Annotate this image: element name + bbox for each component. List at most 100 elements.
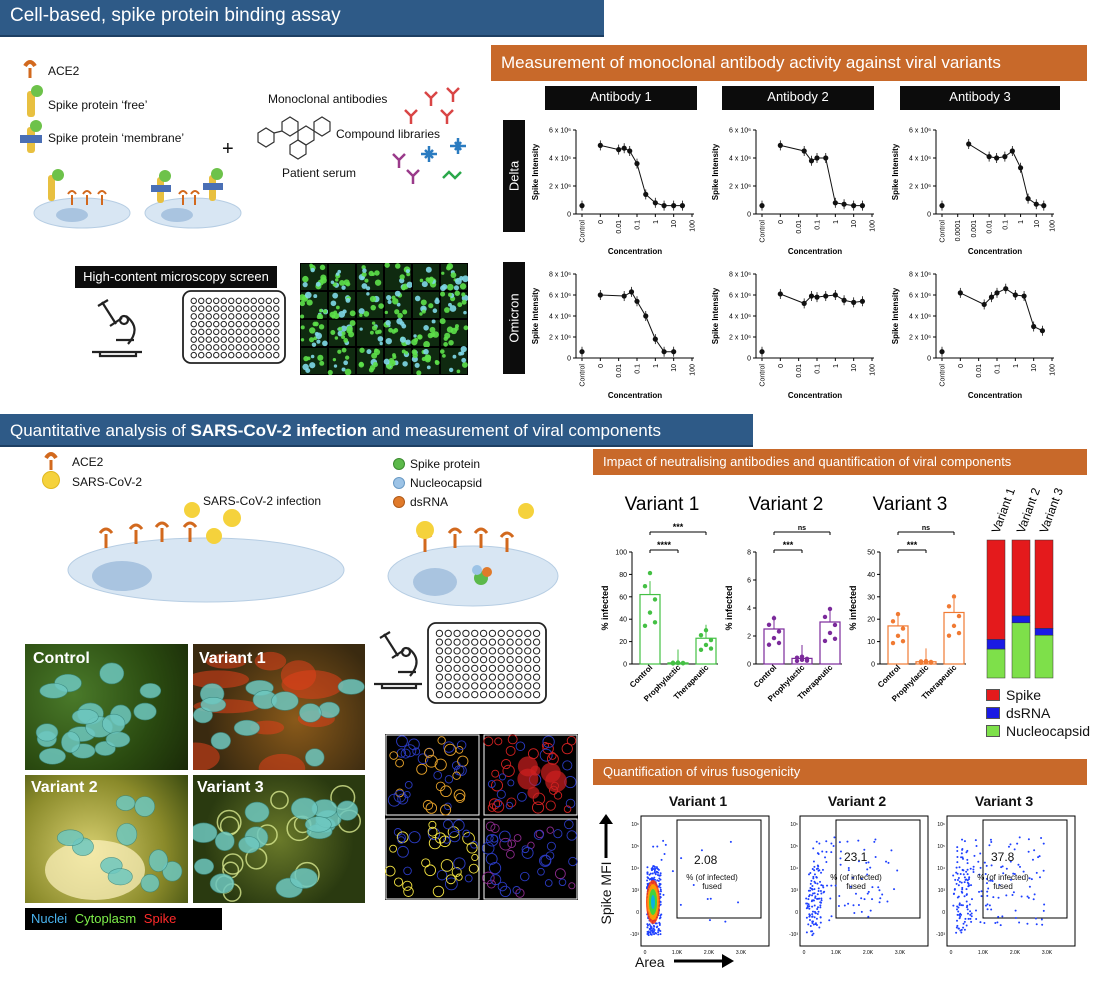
cell-blob — [399, 274, 405, 280]
y-tick-label: 2 x 10⁶ — [549, 335, 571, 342]
plate-well — [220, 351, 227, 359]
event — [812, 899, 815, 902]
flow-plot-variant-1: 0 1.0K 2.0K 3.0K 10⁶ 10⁵ 10⁴ 10³ 0 -10³ — [630, 815, 770, 956]
event — [680, 857, 683, 860]
cell-blob — [461, 292, 466, 297]
plate-well — [532, 655, 541, 664]
segmented-cell — [520, 871, 530, 882]
replicate-point — [799, 657, 805, 663]
segmented-cell — [434, 758, 447, 771]
x-tick-label: 0.01 — [796, 220, 803, 234]
nucleus — [194, 858, 215, 875]
segmented-cell — [412, 747, 421, 756]
segmented-cell — [443, 836, 451, 844]
replicate-point — [804, 658, 810, 663]
plate-well — [243, 328, 250, 336]
chart-title: Variant 3 — [873, 494, 948, 515]
x-tick-label: 0.01 — [987, 220, 994, 234]
cell-blob — [406, 272, 411, 277]
y-axis-label: % infected — [600, 585, 610, 630]
plate-well — [453, 638, 461, 646]
stacked-segment — [1034, 634, 1054, 679]
event — [956, 850, 959, 853]
segmented-cell — [395, 788, 405, 798]
binding-cell-diagram-membrane — [143, 165, 243, 229]
cell-blob — [446, 283, 454, 291]
event — [813, 904, 816, 907]
cell-blob — [308, 337, 315, 343]
x-tick-label: 10 — [1034, 220, 1041, 228]
segmented-cell — [542, 735, 555, 748]
event — [1027, 896, 1030, 899]
cell-blob — [316, 313, 324, 320]
event — [651, 877, 654, 880]
plate-well — [462, 690, 470, 699]
y-tick-label: 10⁶ — [937, 822, 945, 828]
plate-well — [435, 629, 444, 638]
segmented-cell — [512, 886, 521, 895]
event — [989, 879, 992, 882]
event — [968, 876, 971, 879]
replicate-point — [951, 594, 957, 599]
cell-blob — [448, 292, 452, 297]
legend-nucleocapsid: Nucleocapsid — [410, 476, 483, 490]
plate-well — [515, 629, 523, 638]
nucleus — [71, 708, 99, 725]
event — [956, 861, 959, 864]
plate-well — [532, 664, 541, 673]
legend-label-dsrna: dsRNA — [1006, 705, 1051, 721]
event — [819, 889, 822, 892]
well-plate-icon — [182, 290, 286, 369]
event — [1027, 850, 1030, 853]
event — [984, 904, 987, 907]
event — [805, 931, 808, 934]
event — [969, 917, 972, 920]
nucleus — [134, 796, 156, 817]
event — [873, 840, 876, 843]
event — [953, 887, 956, 890]
cell-blob — [330, 280, 335, 285]
event — [1042, 842, 1045, 845]
event — [969, 867, 972, 870]
plate-well — [497, 673, 505, 681]
microscopy-screen-grid-image — [298, 262, 469, 376]
y-tick-label: 10⁴ — [937, 866, 945, 872]
data-point — [832, 292, 838, 298]
row-label-omicron: Omicron — [503, 262, 525, 374]
event — [877, 886, 880, 889]
event — [978, 873, 981, 876]
event — [893, 888, 896, 891]
plate-well — [205, 328, 212, 336]
event — [809, 886, 812, 889]
event — [985, 882, 988, 885]
nucleus — [115, 795, 136, 811]
plate-well — [524, 682, 532, 690]
y-tick-label: 40 — [619, 617, 627, 624]
event — [822, 886, 825, 889]
plate-well — [471, 655, 479, 664]
cell-blob — [405, 339, 411, 345]
cell-blob — [369, 295, 377, 303]
nucleus — [233, 719, 260, 736]
plate-well — [220, 336, 227, 343]
event — [957, 906, 960, 909]
cell-blob — [426, 365, 431, 370]
cell-blob — [341, 331, 346, 336]
event — [1032, 898, 1035, 901]
segmented-cell — [433, 770, 443, 780]
cell-blob — [394, 309, 400, 315]
plate-well — [532, 629, 541, 638]
screen-well-image — [328, 263, 356, 291]
x-tick-label: 0.1 — [1002, 220, 1009, 230]
event — [956, 856, 959, 859]
cell-blob — [330, 300, 337, 307]
event — [988, 904, 991, 907]
cell-blob — [406, 281, 413, 288]
y-tick-label: 0 — [927, 356, 931, 363]
event — [1005, 894, 1008, 897]
x-tick-label: 0 — [778, 364, 785, 368]
event — [837, 904, 840, 907]
event — [961, 838, 964, 841]
event — [987, 887, 990, 890]
cell-blob — [315, 332, 323, 340]
